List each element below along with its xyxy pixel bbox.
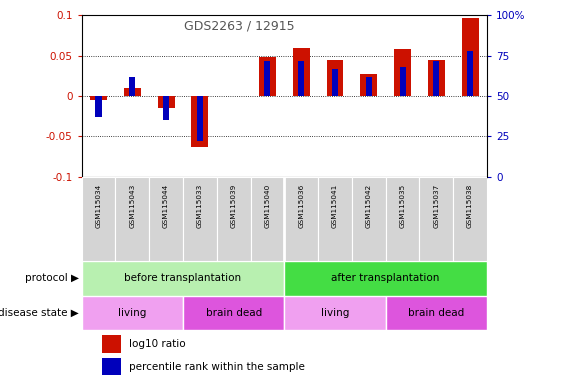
Bar [102, 335, 122, 353]
Text: after transplantation: after transplantation [332, 273, 440, 283]
Text: protocol ▶: protocol ▶ [25, 273, 79, 283]
Bar [163, 96, 169, 120]
Bar [82, 261, 284, 296]
Bar [428, 60, 445, 96]
Bar [82, 296, 183, 330]
Bar [352, 177, 386, 261]
Bar [96, 96, 101, 117]
Text: GSM115044: GSM115044 [163, 184, 169, 228]
Bar [115, 177, 149, 261]
Text: living: living [321, 308, 349, 318]
Bar [259, 57, 276, 96]
Text: GSM115033: GSM115033 [197, 184, 203, 228]
Text: log10 ratio: log10 ratio [129, 339, 186, 349]
Bar [251, 177, 284, 261]
Text: GSM115038: GSM115038 [467, 184, 473, 228]
Bar [284, 177, 318, 261]
Bar [149, 177, 183, 261]
Text: GSM115041: GSM115041 [332, 184, 338, 228]
Bar [332, 69, 338, 96]
Bar [462, 18, 479, 96]
Bar [158, 96, 175, 108]
Text: brain dead: brain dead [205, 308, 262, 318]
Bar [183, 296, 284, 330]
Text: brain dead: brain dead [408, 308, 464, 318]
Text: GSM115042: GSM115042 [366, 184, 372, 228]
Bar [183, 177, 217, 261]
Bar [327, 60, 343, 96]
Text: disease state ▶: disease state ▶ [0, 308, 79, 318]
Bar [394, 49, 411, 96]
Bar [129, 77, 135, 96]
Bar [318, 177, 352, 261]
Bar [284, 296, 386, 330]
Text: GSM115043: GSM115043 [129, 184, 135, 228]
Bar [191, 96, 208, 147]
Text: GSM115040: GSM115040 [265, 184, 270, 228]
Bar [293, 48, 310, 96]
Bar [386, 177, 419, 261]
Bar [419, 177, 453, 261]
Bar [284, 261, 487, 296]
Text: percentile rank within the sample: percentile rank within the sample [129, 362, 305, 372]
Bar [298, 61, 304, 96]
Bar [453, 177, 487, 261]
Bar [386, 296, 487, 330]
Bar [90, 96, 107, 100]
Text: GSM115039: GSM115039 [231, 184, 236, 228]
Bar [102, 358, 122, 375]
Text: GSM115036: GSM115036 [298, 184, 304, 228]
Bar [467, 51, 473, 96]
Bar [400, 67, 405, 96]
Bar [434, 61, 439, 96]
Bar [124, 88, 141, 96]
Bar [197, 96, 203, 141]
Text: GSM115035: GSM115035 [400, 184, 405, 228]
Text: GSM115037: GSM115037 [434, 184, 439, 228]
Bar [366, 77, 372, 96]
Text: before transplantation: before transplantation [124, 273, 242, 283]
Bar [217, 177, 251, 261]
Text: GDS2263 / 12915: GDS2263 / 12915 [184, 20, 294, 33]
Bar [360, 74, 377, 96]
Text: living: living [118, 308, 146, 318]
Bar [82, 177, 115, 261]
Bar [265, 61, 270, 96]
Text: GSM115034: GSM115034 [96, 184, 101, 228]
